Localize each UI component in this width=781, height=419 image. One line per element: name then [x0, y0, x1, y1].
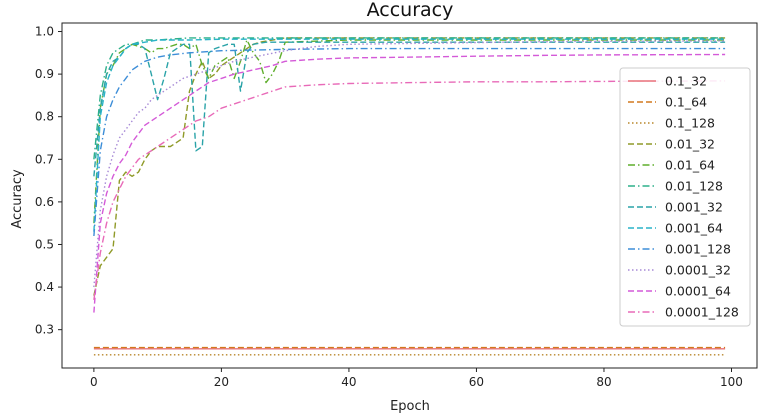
- x-tick-label-1: 20: [214, 375, 229, 389]
- legend-label-9: 0.0001_32: [665, 263, 731, 278]
- x-tick-label-0: 0: [90, 375, 98, 389]
- y-tick-label-0: 0.3: [35, 323, 54, 337]
- legend-label-8: 0.001_128: [665, 242, 731, 257]
- legend-label-6: 0.001_32: [665, 200, 723, 215]
- y-tick-label-4: 0.7: [35, 152, 54, 166]
- legend-label-7: 0.001_64: [665, 221, 723, 236]
- y-tick-label-1: 0.4: [35, 280, 54, 294]
- y-axis-label: Accuracy: [10, 169, 25, 229]
- legend-label-5: 0.01_128: [665, 179, 723, 194]
- x-tick-label-4: 80: [596, 375, 611, 389]
- legend: 0.1_32 0.1_64 0.1_128 0.01_32 0.01_64 0.01_12…: [619, 67, 751, 327]
- series-layer: [93, 37, 726, 356]
- legend-label-10: 0.0001_64: [665, 284, 731, 299]
- legend-label-4: 0.01_64: [665, 158, 715, 173]
- series-line-8: [93, 47, 726, 237]
- legend-box: [619, 67, 751, 327]
- y-axis: 0.3 0.4 0.5 0.6 0.7 0.8 0.9 1.0: [35, 25, 62, 337]
- x-axis: 0 20 40 60 80 100: [90, 368, 743, 389]
- series-line-5: [93, 37, 726, 160]
- legend-label-2: 0.1_128: [665, 116, 715, 131]
- legend-label-3: 0.01_32: [665, 137, 715, 152]
- y-tick-label-3: 0.6: [35, 195, 54, 209]
- plot-frame: [61, 22, 758, 369]
- series-line-7: [93, 38, 726, 232]
- legend-label-11: 0.0001_128: [665, 305, 739, 320]
- series-line-11: [93, 80, 726, 300]
- series-line-4: [93, 39, 726, 224]
- legend-label-1: 0.1_64: [665, 95, 707, 110]
- series-line-3: [93, 37, 726, 296]
- y-tick-label-7: 1.0: [35, 25, 54, 39]
- x-axis-label: Epoch: [390, 399, 430, 414]
- legend-label-0: 0.1_32: [665, 74, 707, 89]
- y-tick-label-2: 0.5: [35, 237, 54, 251]
- x-tick-label-5: 100: [720, 375, 743, 389]
- chart-title: Accuracy: [367, 0, 454, 21]
- y-tick-label-6: 0.9: [35, 67, 54, 81]
- y-tick-label-5: 0.8: [35, 110, 54, 124]
- x-tick-label-2: 40: [341, 375, 356, 389]
- series-line-10: [93, 53, 726, 313]
- x-tick-label-3: 60: [469, 375, 484, 389]
